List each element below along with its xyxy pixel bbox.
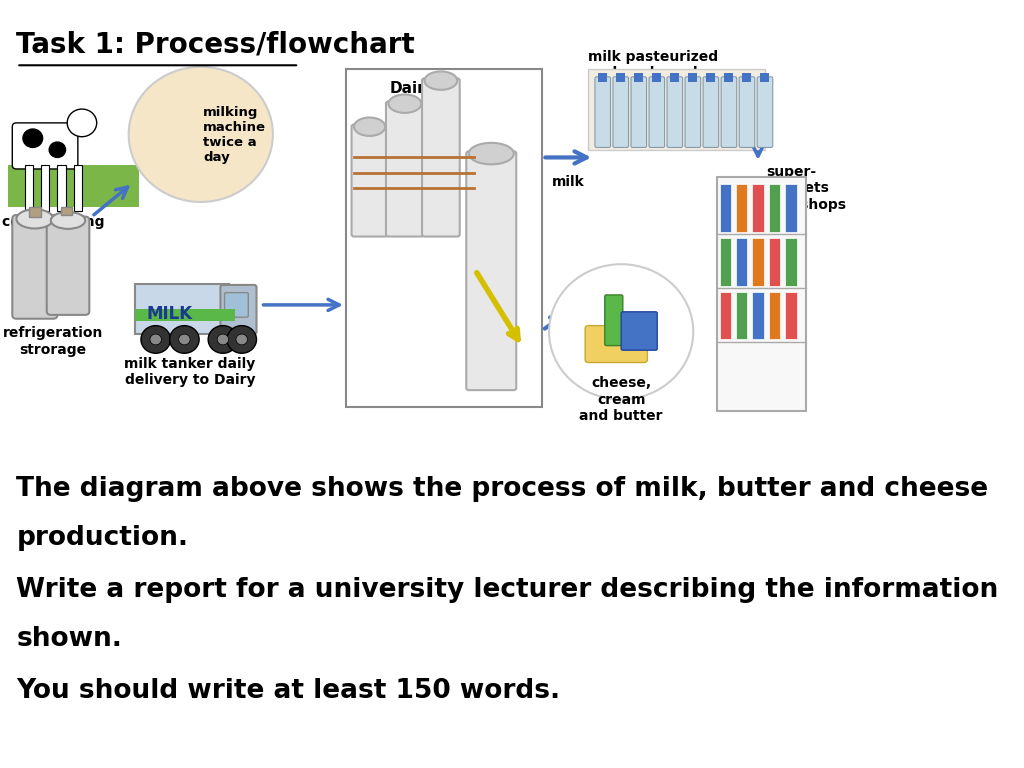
FancyBboxPatch shape <box>12 123 78 169</box>
Circle shape <box>217 334 228 345</box>
FancyBboxPatch shape <box>717 177 806 411</box>
FancyBboxPatch shape <box>720 184 731 232</box>
FancyBboxPatch shape <box>47 217 89 315</box>
FancyBboxPatch shape <box>785 292 797 339</box>
Bar <box>74 165 82 211</box>
Circle shape <box>68 109 96 137</box>
Polygon shape <box>135 309 236 321</box>
Text: cheese,
cream
and butter: cheese, cream and butter <box>580 376 663 422</box>
FancyBboxPatch shape <box>769 238 780 286</box>
FancyBboxPatch shape <box>346 69 543 407</box>
FancyBboxPatch shape <box>135 284 229 334</box>
Bar <box>29 207 41 217</box>
Bar <box>57 165 66 211</box>
FancyBboxPatch shape <box>720 238 731 286</box>
FancyBboxPatch shape <box>595 77 610 147</box>
Text: refrigeration
strorage: refrigeration strorage <box>3 326 103 356</box>
Ellipse shape <box>354 118 385 136</box>
FancyBboxPatch shape <box>12 215 57 319</box>
Polygon shape <box>8 165 139 207</box>
FancyBboxPatch shape <box>589 69 765 150</box>
FancyBboxPatch shape <box>671 73 679 82</box>
Bar <box>25 165 33 211</box>
FancyBboxPatch shape <box>724 73 733 82</box>
FancyBboxPatch shape <box>622 312 657 350</box>
Text: cows grazing: cows grazing <box>2 215 104 229</box>
Circle shape <box>178 334 190 345</box>
Text: MILK: MILK <box>146 305 193 323</box>
FancyBboxPatch shape <box>769 184 780 232</box>
FancyBboxPatch shape <box>736 184 748 232</box>
FancyBboxPatch shape <box>742 73 752 82</box>
FancyBboxPatch shape <box>652 73 662 82</box>
Bar <box>61 207 72 215</box>
FancyBboxPatch shape <box>703 77 719 147</box>
FancyBboxPatch shape <box>707 73 716 82</box>
FancyBboxPatch shape <box>736 238 748 286</box>
FancyBboxPatch shape <box>667 77 683 147</box>
Text: shown.: shown. <box>16 626 122 652</box>
Text: milking
machine
twice a
day: milking machine twice a day <box>203 106 266 164</box>
Text: milk tanker daily
delivery to Dairy: milk tanker daily delivery to Dairy <box>125 357 256 387</box>
FancyBboxPatch shape <box>631 77 646 147</box>
FancyBboxPatch shape <box>753 238 764 286</box>
FancyBboxPatch shape <box>224 293 248 317</box>
Bar <box>41 165 49 211</box>
FancyBboxPatch shape <box>649 77 665 147</box>
FancyBboxPatch shape <box>351 124 388 237</box>
Circle shape <box>150 334 162 345</box>
FancyBboxPatch shape <box>616 73 626 82</box>
Text: Write a report for a university lecturer describing the information: Write a report for a university lecturer… <box>16 577 998 603</box>
Circle shape <box>236 334 248 345</box>
FancyBboxPatch shape <box>785 184 797 232</box>
Text: You should write at least 150 words.: You should write at least 150 words. <box>16 678 560 703</box>
FancyBboxPatch shape <box>688 73 697 82</box>
Ellipse shape <box>388 94 421 113</box>
Circle shape <box>141 326 170 353</box>
Text: Dairy: Dairy <box>389 81 435 96</box>
FancyBboxPatch shape <box>761 73 769 82</box>
FancyBboxPatch shape <box>785 238 797 286</box>
FancyBboxPatch shape <box>634 73 643 82</box>
FancyBboxPatch shape <box>757 77 773 147</box>
FancyBboxPatch shape <box>466 151 516 390</box>
FancyBboxPatch shape <box>753 184 764 232</box>
Text: milk: milk <box>552 175 585 189</box>
FancyBboxPatch shape <box>736 292 748 339</box>
FancyBboxPatch shape <box>605 295 623 346</box>
FancyBboxPatch shape <box>220 285 256 334</box>
Circle shape <box>49 142 66 157</box>
Text: production.: production. <box>16 525 188 551</box>
FancyBboxPatch shape <box>585 326 647 362</box>
FancyBboxPatch shape <box>598 73 607 82</box>
FancyBboxPatch shape <box>685 77 700 147</box>
FancyBboxPatch shape <box>769 292 780 339</box>
FancyBboxPatch shape <box>753 292 764 339</box>
Ellipse shape <box>469 143 514 164</box>
Text: super-
markets
and shops: super- markets and shops <box>766 165 846 211</box>
FancyBboxPatch shape <box>386 101 424 237</box>
Text: milk pasteurized
and packaged: milk pasteurized and packaged <box>589 50 719 80</box>
FancyBboxPatch shape <box>613 77 629 147</box>
FancyBboxPatch shape <box>739 77 755 147</box>
Circle shape <box>23 129 43 147</box>
Circle shape <box>227 326 256 353</box>
Circle shape <box>549 264 693 399</box>
Text: The diagram above shows the process of milk, butter and cheese: The diagram above shows the process of m… <box>16 476 988 502</box>
Ellipse shape <box>51 212 85 229</box>
Ellipse shape <box>16 209 53 229</box>
FancyBboxPatch shape <box>422 78 460 237</box>
FancyBboxPatch shape <box>720 292 731 339</box>
Circle shape <box>208 326 238 353</box>
Circle shape <box>170 326 199 353</box>
FancyBboxPatch shape <box>721 77 736 147</box>
Circle shape <box>129 67 272 202</box>
Ellipse shape <box>425 71 458 90</box>
Text: Task 1: Process/flowchart: Task 1: Process/flowchart <box>16 31 415 58</box>
